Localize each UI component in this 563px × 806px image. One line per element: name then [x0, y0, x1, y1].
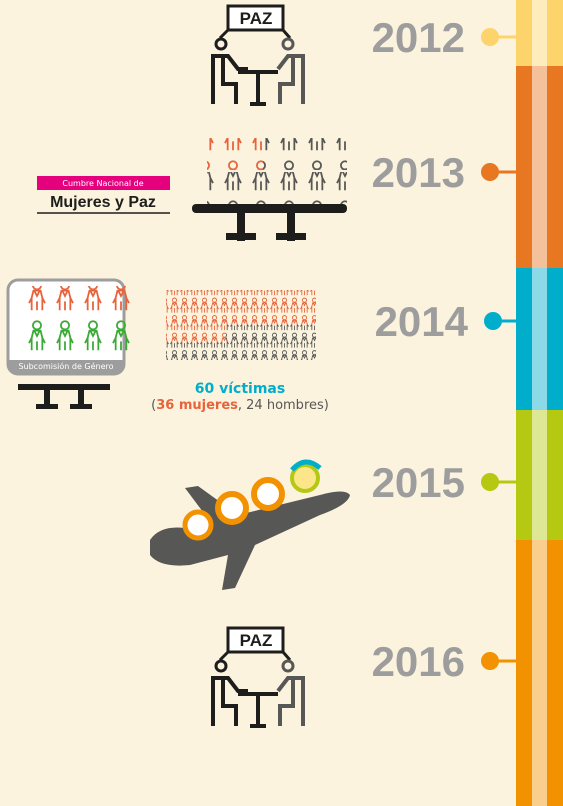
men: , 24 hombres) — [238, 398, 329, 413]
sign-text: PAZ — [240, 631, 273, 650]
year: 2015 — [372, 459, 465, 506]
sign-text: PAZ — [240, 9, 273, 28]
box-label: Subcomisión de Género — [18, 361, 113, 371]
plane-icon — [150, 462, 350, 590]
delegation-icon — [192, 138, 347, 241]
year-markers — [481, 28, 520, 670]
year: 2013 — [372, 149, 465, 196]
summit-label: Cumbre Nacional de Mujeres y Paz — [37, 176, 170, 213]
year: 2012 — [372, 14, 465, 61]
women: 36 mujeres — [156, 398, 238, 413]
timeline-bar — [516, 0, 563, 806]
year: 2016 — [372, 638, 465, 685]
label-top: Cumbre Nacional de — [62, 179, 143, 188]
label-main: Mujeres y Paz — [50, 194, 156, 211]
victims-icon — [166, 290, 316, 360]
commission-icon: Subcomisión de Género — [8, 280, 130, 409]
year: 2014 — [375, 298, 469, 345]
victims-total: 60 víctimas — [195, 381, 285, 397]
timeline-infographic: 2012 2013 2014 2015 2016 PAZ Cumbre Naci… — [0, 0, 563, 806]
victims-breakdown: (36 mujeres, 24 hombres) — [151, 398, 329, 413]
